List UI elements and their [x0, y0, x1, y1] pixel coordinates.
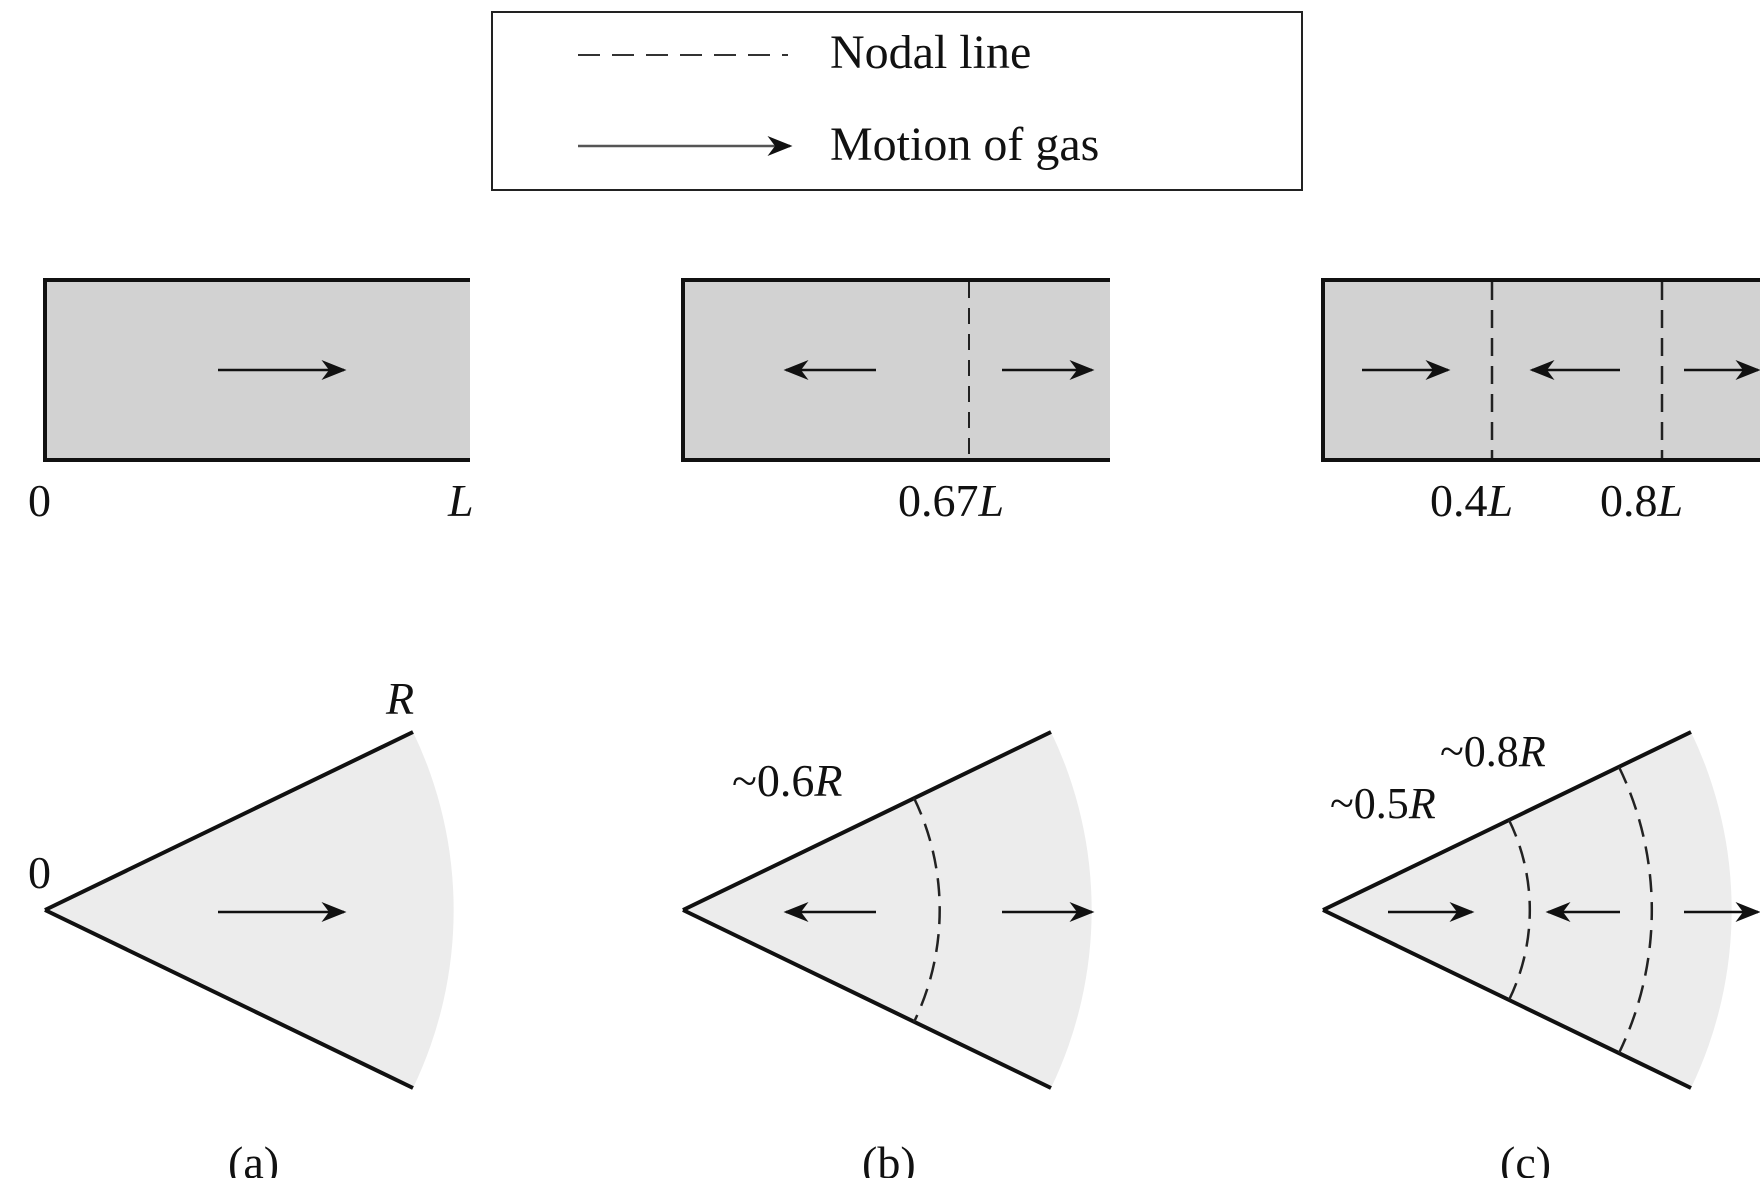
wedge-a-label-origin: 0: [28, 847, 51, 898]
wedge-c-nodal-arc-2: [1617, 766, 1654, 1054]
caption-c: (c): [1500, 1137, 1551, 1178]
tube-a-label-end: L: [447, 475, 474, 526]
wedge-a-upper-wall: [44, 730, 414, 912]
tube-a: 0 L: [28, 278, 474, 526]
wedge-b-nodal-arc: [912, 797, 941, 1023]
caption-a: (a): [228, 1137, 279, 1178]
legend-nodal-line-label: Nodal line: [830, 26, 1031, 79]
tube-b-node-label: 0.67L: [898, 475, 1004, 526]
wedge-c-gas: [1323, 732, 1732, 1088]
tube-a-label-start: 0: [28, 475, 51, 526]
wedge-b-gas: [683, 732, 1092, 1088]
tube-c-node-label-1: 0.4L: [1430, 475, 1513, 526]
wedge-a-lower-wall: [44, 908, 414, 1090]
caption-b: (b): [862, 1137, 916, 1178]
tube-c-node-label-2: 0.8L: [1600, 475, 1683, 526]
legend-motion-label: Motion of gas: [830, 118, 1099, 171]
wedge-a-label-radius: R: [385, 673, 414, 724]
wedge-c-node-label-1: ~0.5R: [1330, 779, 1436, 828]
wedge-c-nodal-arc-1: [1507, 819, 1532, 1001]
wedge-a-gas: [45, 732, 454, 1088]
wedge-c-node-label-2: ~0.8R: [1440, 727, 1546, 776]
wedge-b-lower-wall: [682, 908, 1052, 1090]
wedge-b: ~0.6R: [682, 730, 1095, 1090]
tube-c: 0.4L 0.8L: [1321, 278, 1760, 526]
wedge-a: 0 R: [28, 673, 454, 1090]
wedge-c-upper-wall: [1322, 730, 1692, 912]
wedge-c-lower-wall: [1322, 908, 1692, 1090]
wedge-c: ~0.5R ~0.8R: [1322, 727, 1760, 1090]
legend: Nodal line Motion of gas: [491, 11, 1303, 191]
wedge-b-node-label: ~0.6R: [732, 755, 843, 806]
legend-box: [491, 11, 1303, 191]
wedge-b-upper-wall: [682, 730, 1052, 912]
tube-b: 0.67L: [681, 278, 1110, 526]
